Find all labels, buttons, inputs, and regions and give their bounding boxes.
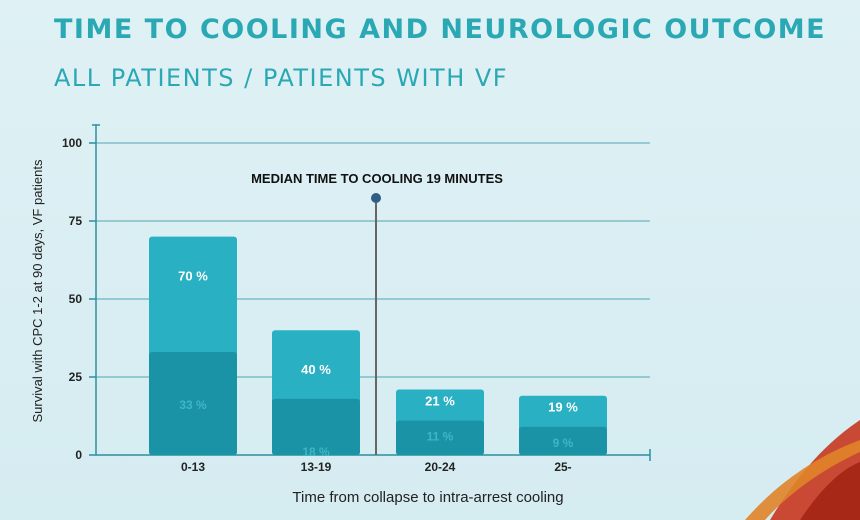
bar-label-vf-patients: 18 % — [302, 445, 330, 459]
bar-label-vf-patients: 33 % — [179, 398, 207, 412]
y-tick-label: 75 — [69, 214, 83, 228]
x-tick-label: 0-13 — [181, 460, 205, 474]
x-tick-label: 25- — [554, 460, 571, 474]
bar-label-vf-patients: 9 % — [553, 436, 574, 450]
bar-label-vf-patients: 11 % — [427, 430, 454, 444]
x-axis-title: Time from collapse to intra-arrest cooli… — [292, 489, 563, 506]
x-tick-label: 13-19 — [301, 460, 332, 474]
bar-label-all-patients: 70 % — [178, 269, 208, 284]
bar-vf-patients — [149, 352, 237, 455]
median-annotation: MEDIAN TIME TO COOLING 19 MINUTES — [251, 171, 503, 186]
y-axis-title: Survival with CPC 1-2 at 90 days, VF pat… — [30, 159, 45, 423]
bar-label-all-patients: 19 % — [548, 400, 578, 415]
bar-label-all-patients: 40 % — [301, 362, 331, 377]
bar-label-all-patients: 21 % — [425, 393, 455, 408]
bar-vf-patients — [519, 426, 607, 455]
bar-vf-patients — [272, 398, 360, 455]
y-tick-label: 0 — [75, 448, 82, 462]
slide-title: TIME TO COOLING AND NEUROLOGIC OUTCOME — [54, 14, 827, 45]
y-tick-label: 50 — [69, 292, 83, 306]
x-tick-label: 20-24 — [425, 460, 456, 474]
y-tick-label: 100 — [62, 136, 82, 150]
y-tick-label: 25 — [69, 370, 83, 384]
bar-vf-patients — [396, 420, 484, 455]
median-marker-dot — [371, 193, 381, 203]
slide-subtitle: ALL PATIENTS / PATIENTS WITH VF — [54, 64, 509, 92]
